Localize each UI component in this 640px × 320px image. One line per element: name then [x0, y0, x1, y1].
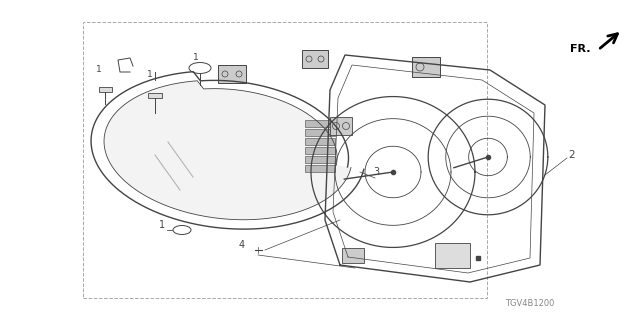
Bar	[305, 138, 335, 145]
Bar	[435, 243, 470, 268]
Bar	[302, 50, 328, 68]
Text: 3: 3	[373, 167, 379, 177]
Bar	[83, 22, 487, 298]
Text: FR.: FR.	[570, 44, 591, 54]
Text: TGV4B1200: TGV4B1200	[506, 299, 555, 308]
Bar	[305, 165, 335, 172]
Text: 1: 1	[96, 65, 102, 74]
Bar	[305, 120, 335, 127]
Text: 2: 2	[568, 150, 575, 160]
Bar	[305, 156, 335, 163]
Bar	[412, 57, 440, 77]
Bar	[330, 117, 352, 135]
Bar	[305, 147, 335, 154]
Text: 1: 1	[159, 220, 165, 230]
Bar	[148, 93, 162, 98]
Text: 4: 4	[239, 240, 245, 250]
Text: 1: 1	[147, 70, 153, 79]
Bar	[218, 65, 246, 83]
Bar	[305, 129, 335, 136]
Bar	[99, 87, 111, 92]
Bar	[342, 248, 364, 263]
Polygon shape	[104, 81, 351, 220]
Text: 1: 1	[193, 53, 199, 62]
